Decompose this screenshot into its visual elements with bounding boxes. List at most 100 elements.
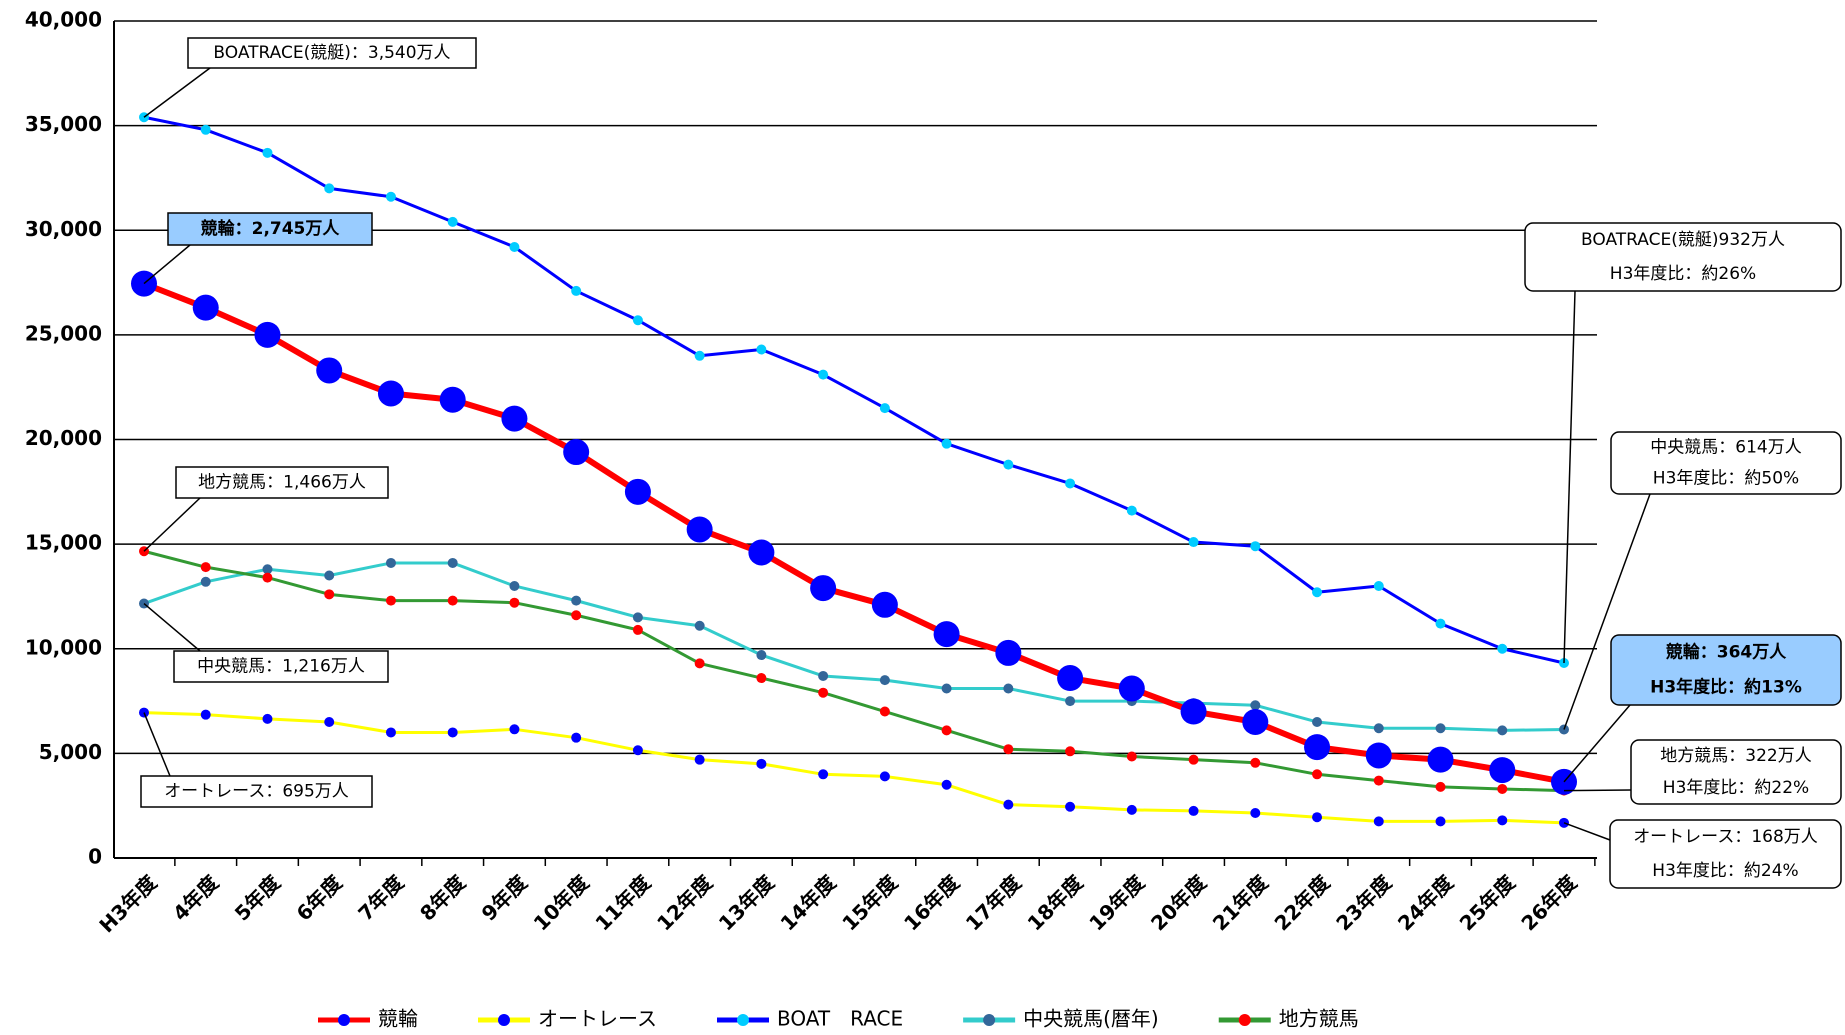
data-point xyxy=(324,589,335,600)
data-point xyxy=(1497,815,1508,826)
data-point xyxy=(447,216,458,227)
data-point xyxy=(624,478,651,505)
data-point xyxy=(1003,744,1014,755)
x-tick-label: 13年度 xyxy=(714,870,780,936)
legend-marker xyxy=(983,1014,996,1026)
annotation-leader xyxy=(1563,290,1576,664)
data-point xyxy=(756,650,767,661)
data-point xyxy=(1188,537,1199,548)
annotation-leader xyxy=(1563,704,1631,783)
data-point xyxy=(1373,816,1384,827)
annotation-text: 中央競馬：1,216万人 xyxy=(197,657,365,677)
legend-marker xyxy=(1238,1014,1251,1026)
x-tick-label: H3年度 xyxy=(94,870,162,938)
legend-label: オートレース xyxy=(538,1007,657,1031)
data-point xyxy=(1250,757,1261,768)
annotation-text: 地方競馬：1,466万人 xyxy=(198,473,366,493)
annotation-text: オートレース：168万人 xyxy=(1633,827,1818,847)
data-point xyxy=(439,386,466,413)
data-point xyxy=(385,557,396,568)
data-point xyxy=(1250,808,1261,819)
annotation-text: 地方競馬：322万人 xyxy=(1660,746,1811,766)
y-tick-label: 30,000 xyxy=(25,217,102,241)
data-point xyxy=(316,357,343,384)
annotation-text: 競輪：2,745万人 xyxy=(201,218,341,239)
y-tick-label: 15,000 xyxy=(25,531,102,555)
annotation-box xyxy=(167,212,373,246)
data-point xyxy=(1489,757,1516,784)
annotation-leader xyxy=(143,67,211,118)
data-point xyxy=(262,572,273,583)
x-tick-label: 23年度 xyxy=(1331,870,1397,936)
annotation-leader xyxy=(1563,822,1611,841)
data-point xyxy=(941,779,952,790)
annotation-box xyxy=(140,775,373,808)
data-point xyxy=(1312,769,1323,780)
series-line xyxy=(143,549,1565,793)
data-point xyxy=(1003,459,1014,470)
annotation-text: H3年度比：約26% xyxy=(1610,264,1756,284)
data-point xyxy=(810,575,837,602)
data-point xyxy=(324,716,335,727)
legend-marker xyxy=(338,1014,350,1026)
data-point xyxy=(1497,783,1508,794)
annotation-text: BOATRACE(競艇)：3,540万人 xyxy=(213,43,450,63)
data-point xyxy=(941,725,952,736)
series-line xyxy=(143,561,1565,732)
data-point xyxy=(995,639,1022,666)
x-tick-label: 19年度 xyxy=(1084,870,1150,936)
data-point xyxy=(1003,683,1014,694)
data-point xyxy=(1003,799,1014,810)
data-point xyxy=(686,516,713,543)
data-point xyxy=(1373,775,1384,786)
x-tick-label: 21年度 xyxy=(1208,870,1274,936)
data-point xyxy=(1126,804,1137,815)
data-point xyxy=(377,380,404,407)
data-point xyxy=(632,624,643,635)
y-tick-label: 0 xyxy=(88,845,102,869)
x-tick-label: 11年度 xyxy=(590,870,656,936)
x-tick-label: 26年度 xyxy=(1516,870,1582,936)
data-point xyxy=(871,591,898,618)
annotation-leader xyxy=(143,712,171,777)
data-point xyxy=(1188,754,1199,765)
data-point xyxy=(1057,665,1084,692)
annotation-leader xyxy=(1563,493,1651,730)
data-point xyxy=(571,285,582,296)
data-point xyxy=(385,727,396,738)
data-point xyxy=(200,124,211,135)
data-point xyxy=(1065,801,1076,812)
legend-label: 競輪 xyxy=(378,1007,418,1031)
annotation-text: H3年度比：約13% xyxy=(1650,677,1802,698)
annotation-box xyxy=(1630,739,1842,805)
data-point xyxy=(694,620,705,631)
data-point xyxy=(447,557,458,568)
x-tick-label: 5年度 xyxy=(230,870,286,926)
data-point xyxy=(385,191,396,202)
x-tick-label: 15年度 xyxy=(837,870,903,936)
data-point xyxy=(818,369,829,380)
x-tick-label: 7年度 xyxy=(353,870,409,926)
data-point xyxy=(200,562,211,573)
data-point xyxy=(756,758,767,769)
x-tick-label: 8年度 xyxy=(415,870,471,926)
annotation-text: オートレース：695万人 xyxy=(164,782,349,802)
annotation-text: 中央競馬：614万人 xyxy=(1650,438,1801,458)
data-point xyxy=(324,570,335,581)
data-point xyxy=(1427,746,1454,773)
x-tick-label: 10年度 xyxy=(529,870,595,936)
x-tick-label: 17年度 xyxy=(961,870,1027,936)
x-tick-label: 6年度 xyxy=(292,870,348,926)
data-point xyxy=(563,439,590,466)
data-point xyxy=(1118,675,1145,702)
data-point xyxy=(933,621,960,648)
annotation-text: 競輪：364万人 xyxy=(1666,642,1787,663)
legend-label: 中央競馬(暦年) xyxy=(1023,1007,1159,1031)
x-tick-label: 16年度 xyxy=(899,870,965,936)
data-point xyxy=(879,403,890,414)
annotation-box xyxy=(1609,819,1842,889)
y-tick-label: 35,000 xyxy=(25,112,102,136)
legend-label: 地方競馬 xyxy=(1279,1007,1359,1031)
annotation-leader xyxy=(143,497,201,552)
